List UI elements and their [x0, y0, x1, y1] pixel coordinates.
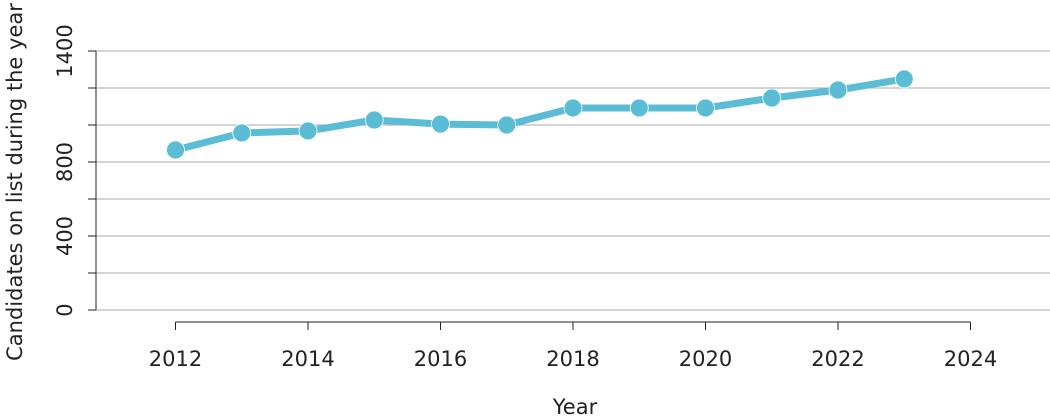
data-point: [497, 115, 517, 135]
data-point: [894, 69, 914, 89]
x-tick-label: 2018: [546, 347, 599, 371]
data-point: [232, 123, 252, 143]
y-tick-label: 1400: [53, 24, 77, 77]
data-point: [431, 114, 450, 134]
data-point: [629, 98, 649, 118]
x-axis-title: Year: [552, 395, 598, 419]
x-tick-label: 2020: [679, 347, 732, 371]
x-tick-label: 2024: [944, 347, 997, 371]
data-point: [828, 80, 848, 100]
x-tick-label: 2022: [811, 347, 864, 371]
data-point: [696, 98, 715, 118]
y-tick-label: 400: [53, 216, 77, 256]
data-point: [762, 88, 782, 108]
y-tick-label: 0: [53, 303, 77, 316]
data-point: [364, 110, 384, 130]
x-tick-label: 2012: [149, 347, 202, 371]
data-line: [174, 75, 905, 154]
data-point: [298, 121, 318, 141]
x-tick-label: 2016: [414, 347, 467, 371]
data-point: [563, 98, 583, 118]
y-tick-label: 800: [53, 142, 77, 182]
data-point: [166, 140, 185, 160]
x-tick-label: 2014: [281, 347, 334, 371]
y-axis-title: Candidates on list during the year: [3, 3, 27, 361]
